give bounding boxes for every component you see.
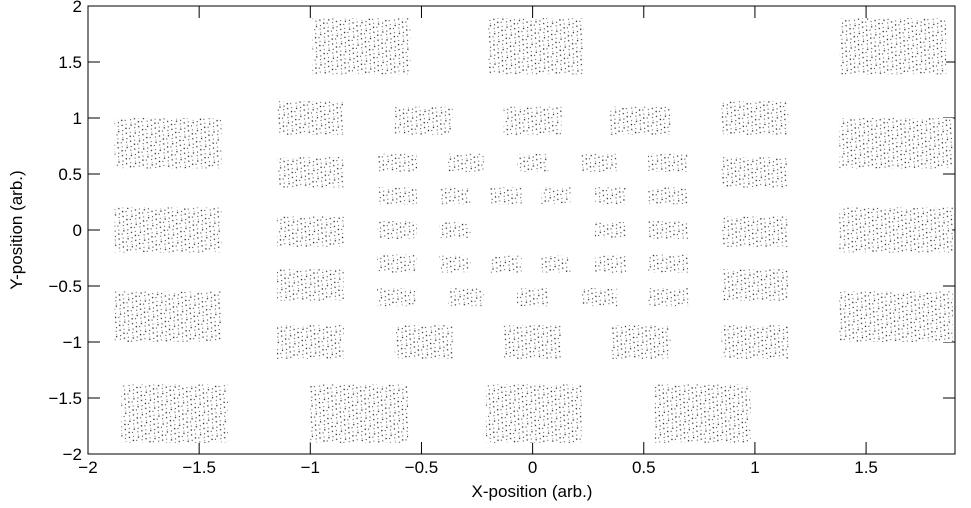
point-cluster: [721, 216, 789, 247]
point-cluster: [721, 101, 789, 135]
point-cluster: [517, 288, 549, 307]
point-cluster: [654, 384, 751, 443]
point-cluster: [276, 269, 344, 301]
point-cluster: [439, 255, 471, 273]
point-cluster: [839, 207, 953, 253]
point-cluster: [503, 325, 562, 359]
point-cluster: [276, 216, 344, 247]
point-cluster: [648, 254, 689, 273]
point-cluster: [394, 106, 453, 135]
point-cluster: [648, 153, 689, 172]
point-cluster: [648, 288, 689, 307]
x-tick-label: 1: [750, 458, 759, 477]
x-tick-label: 0.5: [632, 458, 656, 477]
point-cluster: [377, 288, 418, 307]
point-cluster: [839, 291, 953, 342]
y-tick-label: 0: [73, 221, 82, 240]
point-cluster: [276, 101, 344, 135]
point-cluster: [648, 221, 689, 239]
point-cluster: [490, 255, 522, 273]
point-cluster: [114, 118, 222, 169]
point-cluster: [488, 18, 584, 75]
point-cluster: [377, 254, 418, 273]
y-tick-label: 0.5: [58, 165, 82, 184]
point-cluster: [581, 288, 618, 307]
point-cluster: [503, 106, 562, 135]
x-tick-label: −2: [78, 458, 97, 477]
point-cluster: [648, 187, 689, 205]
point-cluster: [721, 157, 789, 188]
point-cluster: [721, 269, 789, 301]
point-cluster: [377, 153, 418, 172]
y-tick-label: 1: [73, 109, 82, 128]
y-tick-label: −2: [63, 445, 82, 464]
point-cluster: [121, 384, 229, 443]
point-cluster: [114, 291, 222, 342]
x-tick-label: −1: [301, 458, 320, 477]
y-axis-label: Y-position (arb.): [7, 170, 26, 289]
point-cluster: [114, 207, 222, 253]
y-tick-label: −1.5: [48, 389, 82, 408]
point-cluster: [490, 187, 522, 205]
point-cluster: [394, 325, 453, 359]
y-tick-label: −1: [63, 333, 82, 352]
point-cluster: [310, 384, 409, 443]
point-cluster: [448, 153, 484, 172]
point-cluster: [439, 222, 471, 238]
point-cluster: [377, 221, 418, 239]
point-cluster: [581, 153, 618, 172]
point-cluster: [541, 255, 571, 273]
point-cluster: [594, 255, 626, 273]
point-cluster: [610, 325, 671, 359]
y-tick-label: −0.5: [48, 277, 82, 296]
point-cluster: [439, 187, 471, 205]
point-cluster: [839, 18, 947, 75]
point-cluster: [839, 118, 953, 169]
x-tick-label: −0.5: [405, 458, 439, 477]
point-cluster: [276, 325, 344, 359]
point-cluster: [312, 18, 411, 75]
x-tick-label: 1.5: [854, 458, 878, 477]
x-axis-label: X-position (arb.): [472, 482, 593, 501]
point-cluster: [721, 325, 789, 359]
x-tick-label: 0: [528, 458, 537, 477]
point-cluster: [594, 222, 626, 238]
point-cluster: [610, 106, 671, 135]
point-cluster: [377, 187, 418, 205]
point-cluster: [448, 288, 484, 307]
point-cluster: [541, 187, 571, 205]
point-cluster: [485, 384, 582, 443]
y-tick-label: 2: [73, 0, 82, 16]
point-cluster: [517, 153, 549, 172]
point-cluster: [276, 157, 344, 188]
x-tick-label: −1.5: [182, 458, 216, 477]
point-cluster: [594, 187, 626, 205]
y-tick-label: 1.5: [58, 53, 82, 72]
